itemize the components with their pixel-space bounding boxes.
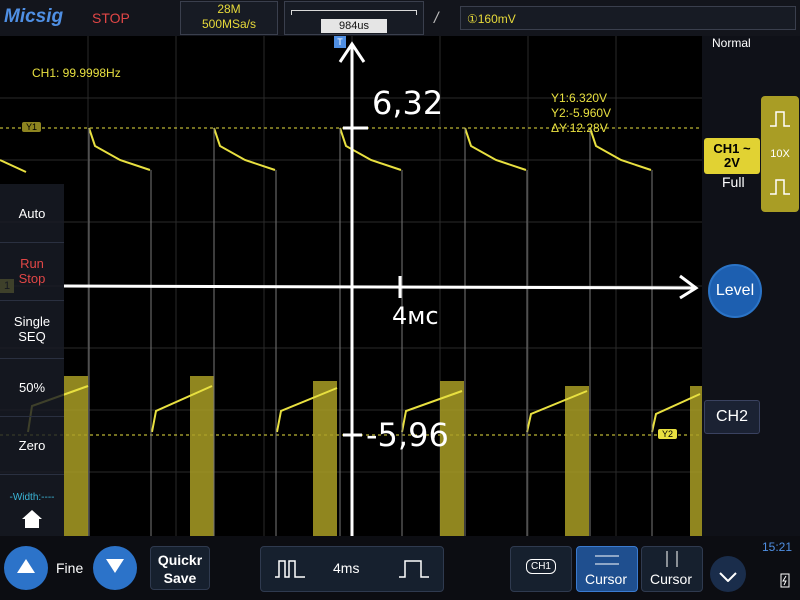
memory-depth: 28M [217, 2, 241, 16]
cursor-y2-value: Y2:-5.960V [551, 106, 612, 120]
acquisition-settings[interactable]: 28M 500MSa/s [180, 1, 278, 35]
ch1-label: CH1 ~ [713, 141, 751, 156]
trace-upper [0, 127, 652, 173]
level-button[interactable]: Level [708, 264, 762, 318]
clock: 15:21 [762, 540, 793, 554]
cursor-b-label: Cursor [650, 571, 693, 587]
horizontal-cursor-icon [595, 553, 619, 569]
time-position-value: 984us [321, 19, 387, 33]
square-wave-icon-top [770, 110, 790, 133]
probe-attenuation: 10X [770, 148, 790, 160]
auto-button[interactable]: Auto [0, 184, 64, 243]
triangle-up-icon [17, 558, 35, 578]
ch1-scale: 2V [724, 155, 740, 170]
vertical-cursor-button[interactable]: Cursor [641, 546, 703, 592]
width-label: -Width:---- [9, 492, 55, 503]
run-label: Run [20, 256, 44, 271]
annotation-top-value: 6,32 [372, 84, 444, 122]
chevron-down-icon [719, 569, 737, 587]
zero-button[interactable]: Zero [0, 416, 64, 475]
bottom-toolbar: Fine Quickr Save 4ms CH1 Cursor Cursor 1… [0, 536, 800, 600]
trigger-mode[interactable]: Normal [712, 36, 751, 50]
memory-window-bar [291, 10, 417, 15]
run-stop-button[interactable]: Run Stop [0, 242, 64, 301]
cursor-y1-value: Y1:6.320V [551, 91, 608, 105]
drawn-axes [63, 41, 699, 536]
annotation-bottom-value: -5,96 [366, 416, 449, 454]
quick-save-button[interactable]: Quickr Save [150, 546, 210, 590]
annotation-time-label: 4мс [392, 302, 439, 330]
trigger-slope-icon[interactable]: / [434, 10, 439, 27]
brand-logo: Micsig [4, 6, 64, 27]
fine-label[interactable]: Fine [56, 560, 84, 576]
seq-label: SEQ [18, 329, 46, 344]
timebase-increase-icon[interactable] [399, 559, 429, 582]
timebase-value: 4ms [333, 560, 360, 576]
vertical-cursor-icon [664, 551, 680, 570]
auto-label: Auto [18, 205, 46, 221]
ch1-settings-button[interactable]: CH1 ~ 2V [704, 138, 760, 174]
stop-label: Stop [18, 271, 46, 286]
square-wave-icon-bottom [770, 178, 790, 201]
trigger-level-readout[interactable]: ①160mV [460, 6, 796, 30]
triangle-down-icon [106, 558, 124, 578]
trigger-position-marker[interactable]: T [334, 36, 346, 48]
waveform-svg [0, 36, 702, 536]
scroll-down-button[interactable] [93, 546, 137, 590]
ch1-frequency: CH1: 99.9998Hz [32, 66, 121, 80]
bandwidth-label: Full [722, 174, 745, 190]
single-label: Single [13, 314, 51, 329]
ch2-button[interactable]: CH2 [704, 400, 760, 434]
y2-marker[interactable]: Y2 [658, 429, 678, 439]
more-menu-button[interactable] [710, 556, 746, 592]
run-state-indicator[interactable]: STOP [92, 10, 130, 26]
cursor-a-label: Cursor [585, 571, 628, 587]
width-readout: -Width:---- [0, 474, 64, 532]
y1-marker[interactable]: Y1 [22, 122, 42, 132]
zero-label: Zero [18, 437, 46, 453]
trace-lower [64, 376, 702, 536]
cursor-readout: Y1:6.320V Y2:-5.960V ΔY:12.28V [551, 91, 611, 136]
horizontal-cursor-button[interactable]: Cursor [576, 546, 638, 592]
timebase-decrease-icon[interactable] [275, 559, 305, 582]
quick-save-line1: Quickr [157, 552, 203, 568]
fifty-percent-button[interactable]: 50% [0, 358, 64, 417]
ch1-cursor-source[interactable]: CH1 [510, 546, 572, 592]
time-position-control[interactable]: 984us [284, 1, 424, 35]
edge-lines [88, 128, 653, 536]
home-icon[interactable] [21, 509, 43, 532]
ch1-tag: CH1 [525, 559, 556, 574]
charging-icon [780, 572, 790, 593]
single-seq-button[interactable]: Single SEQ [0, 300, 64, 359]
side-menu: Auto Run Stop Single SEQ 50% Zero -Width… [0, 184, 64, 536]
fifty-label: 50% [18, 379, 46, 395]
right-panel: Normal 10X CH1 ~ 2V Full Level CH2 [702, 36, 800, 536]
sample-rate: 500MSa/s [201, 17, 257, 31]
probe-selector[interactable]: 10X [761, 96, 799, 212]
timebase-control[interactable]: 4ms [260, 546, 444, 592]
quick-save-line2: Save [163, 570, 197, 586]
waveform-display[interactable]: CH1: 99.9998Hz Y1:6.320V Y2:-5.960V ΔY:1… [0, 36, 702, 536]
scroll-up-button[interactable] [4, 546, 48, 590]
cursor-dy-value: ΔY:12.28V [551, 121, 608, 135]
top-status-bar: Micsig STOP 28M 500MSa/s 984us / ①160mV [0, 0, 800, 36]
trace-lower-ramps [27, 385, 701, 433]
